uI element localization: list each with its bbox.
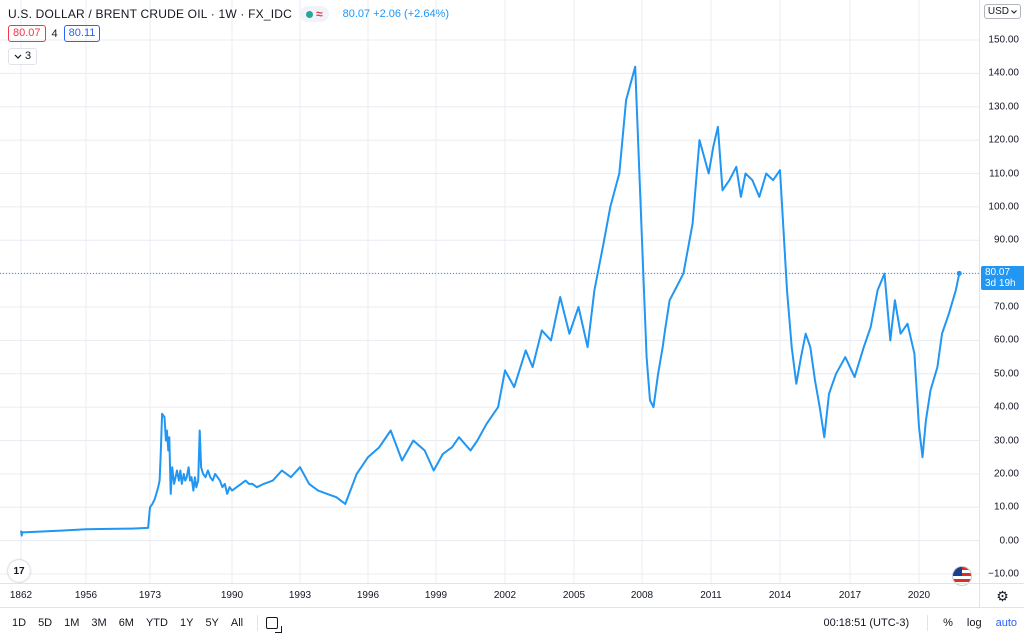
price-tick-label: 130.00 <box>988 101 1019 113</box>
time-tick-label: 1996 <box>356 590 380 601</box>
time-tick-label: 2002 <box>493 590 517 601</box>
time-tick-label: 1862 <box>9 590 33 601</box>
price-axis[interactable]: USD 150.00 140.00 130.00 120.00 110.00 100.00… <box>979 0 1024 583</box>
price-tick-label: 50.00 <box>993 368 1019 380</box>
range-button-5y[interactable]: 5Y <box>205 617 219 629</box>
auto-scale-toggle[interactable]: auto <box>995 617 1017 629</box>
range-button-6m[interactable]: 6M <box>118 617 134 629</box>
time-tick-label: 1956 <box>74 590 98 601</box>
time-tick-label: 2017 <box>838 590 862 601</box>
indicators-row: 3 <box>8 48 38 65</box>
range-button-all[interactable]: All <box>230 617 244 629</box>
range-button-5d[interactable]: 5D <box>38 617 53 629</box>
price-tick-label: 120.00 <box>988 134 1019 146</box>
bottom-toolbar: 1D 5D 1M 3M 6M YTD 1Y 5Y All 00:18:51 (UTC-3) % … <box>0 607 1024 638</box>
percent-scale-toggle[interactable]: % <box>943 617 953 629</box>
currency-button[interactable]: USD <box>983 4 1021 19</box>
time-tick-label: 1999 <box>424 590 448 601</box>
time-tick-label: 1993 <box>288 590 312 601</box>
currency-chevron-down-icon <box>1011 9 1017 14</box>
range-button-1m[interactable]: 1M <box>64 617 80 629</box>
time-tick-label: 2008 <box>630 590 654 601</box>
price-tick-label: 150.00 <box>988 34 1019 46</box>
range-button-1d[interactable]: 1D <box>12 617 27 629</box>
last-price-marker <box>956 270 962 276</box>
toolbar-divider <box>257 615 259 631</box>
price-tick-label: 40.00 <box>993 401 1019 413</box>
log-scale-toggle[interactable]: log <box>966 617 982 629</box>
time-tick-label: 2005 <box>562 590 586 601</box>
buy-price-button[interactable]: 80.11 <box>63 25 101 42</box>
date-range-buttons: 1D 5D 1M 3M 6M YTD 1Y 5Y All <box>0 617 249 629</box>
tradingview-logo-icon[interactable]: 17 <box>8 560 30 582</box>
currency-label: USD <box>987 6 1009 17</box>
logo-text: 17 <box>13 565 25 577</box>
us-flag-icon[interactable] <box>952 566 972 586</box>
goto-date-icon[interactable] <box>266 617 283 633</box>
collapsed-indicators-count: 3 <box>25 50 32 62</box>
range-button-3m[interactable]: 3M <box>91 617 107 629</box>
price-chart-svg[interactable] <box>0 0 979 583</box>
time-axis[interactable]: 1862 1956 1973 1990 1993 1996 1999 2002 2005 2008… <box>0 583 979 608</box>
chart-grid <box>0 0 979 583</box>
legend-main-row: U.S. DOLLAR / BRENT CRUDE OIL · 1W · FX_… <box>8 6 449 22</box>
market-status-pill[interactable]: ≈ <box>299 6 329 22</box>
legend-last-value: 80.07 <box>342 8 371 20</box>
price-tick-label: 60.00 <box>993 334 1019 346</box>
sell-price-button[interactable]: 80.07 <box>8 25 46 42</box>
last-price-label: 80.07 <box>985 267 1011 279</box>
legend-values: 80.07 +2.06 (+2.64%) <box>343 8 449 20</box>
price-tick-label: 140.00 <box>988 67 1019 79</box>
toolbar-divider <box>927 615 929 631</box>
symbol-title[interactable]: U.S. DOLLAR / BRENT CRUDE OIL · 1W · FX_… <box>8 7 292 21</box>
time-tick-label: 2020 <box>907 590 931 601</box>
range-button-ytd[interactable]: YTD <box>145 617 168 629</box>
price-tick-label: 90.00 <box>993 234 1019 246</box>
price-tick-label: 100.00 <box>988 201 1019 213</box>
last-price-tag: 80.07 3d 19h <box>981 266 1024 291</box>
clock-timezone[interactable]: 00:18:51 (UTC-3) <box>823 617 910 629</box>
spread-value: 4 <box>51 27 58 40</box>
time-tick-label: 1990 <box>220 590 244 601</box>
price-tick-label: 0.00 <box>999 535 1019 547</box>
price-tick-label: 70.00 <box>993 301 1019 313</box>
collapse-indicators-button[interactable]: 3 <box>8 48 38 65</box>
delayed-data-icon: ≈ <box>315 7 323 21</box>
chevron-down-icon <box>14 54 22 59</box>
time-tick-label: 2014 <box>768 590 792 601</box>
chart-settings-gear-icon[interactable]: ⚙ <box>979 583 1024 608</box>
time-tick-label: 2011 <box>700 590 722 601</box>
price-tick-label: 110.00 <box>989 168 1019 179</box>
trade-buttons-row: 80.07 4 80.11 <box>8 25 101 42</box>
price-tick-label: −10.00 <box>988 568 1019 580</box>
range-button-1y[interactable]: 1Y <box>179 617 194 629</box>
price-tick-label: 30.00 <box>993 435 1019 446</box>
market-open-dot-icon <box>305 10 313 18</box>
price-tick-label: 10.00 <box>993 501 1019 513</box>
price-series-line <box>20 65 961 537</box>
chart-pane[interactable]: U.S. DOLLAR / BRENT CRUDE OIL · 1W · FX_… <box>0 0 979 583</box>
time-tick-label: 1973 <box>138 590 162 601</box>
price-tick-label: 20.00 <box>993 468 1019 480</box>
bar-countdown-label: 3d 19h <box>985 278 1016 290</box>
legend-change: +2.06 (+2.64%) <box>373 8 450 20</box>
